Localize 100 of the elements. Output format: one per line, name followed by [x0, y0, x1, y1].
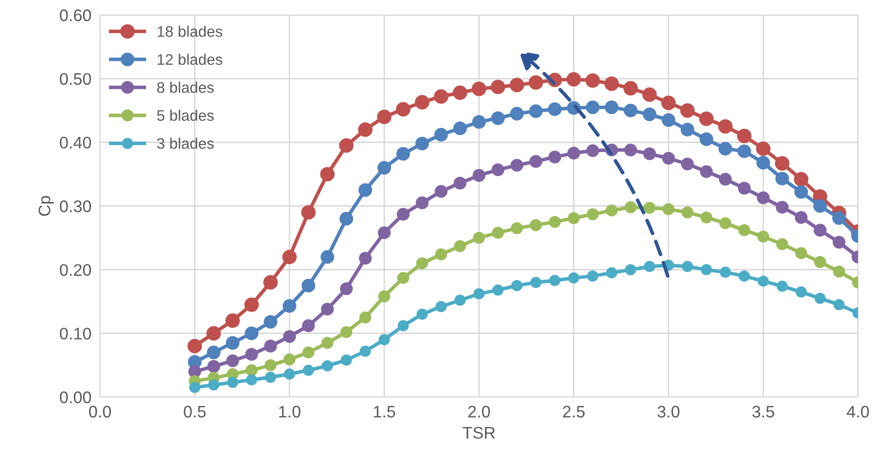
point — [662, 152, 675, 165]
x-tick-label: 0.0 — [89, 406, 111, 418]
point — [642, 87, 657, 102]
point — [283, 330, 296, 343]
point — [682, 260, 694, 272]
point — [282, 250, 297, 264]
point — [774, 156, 790, 171]
point — [264, 315, 278, 329]
point — [188, 338, 202, 354]
point — [302, 346, 314, 358]
y-axis-title: Cp — [38, 196, 54, 216]
point — [758, 276, 769, 287]
point — [794, 172, 808, 186]
point — [568, 272, 580, 284]
point — [434, 184, 448, 198]
point — [452, 85, 468, 100]
point — [510, 106, 524, 120]
point — [548, 102, 562, 116]
point — [756, 156, 770, 170]
point — [832, 236, 846, 249]
point — [206, 326, 221, 341]
point — [416, 257, 428, 270]
point — [492, 163, 504, 176]
point — [360, 346, 371, 357]
point — [813, 199, 827, 213]
y-tick-label: 0.50 — [60, 73, 92, 85]
point — [473, 288, 485, 300]
point — [453, 122, 467, 136]
point — [529, 104, 543, 118]
x-tick-label: 3.0 — [658, 406, 680, 418]
point — [284, 353, 296, 366]
point — [358, 183, 372, 197]
point — [700, 132, 714, 146]
point — [795, 247, 808, 260]
point — [244, 326, 258, 340]
point — [718, 172, 732, 186]
point — [472, 169, 486, 182]
point — [225, 313, 240, 328]
point — [208, 379, 220, 390]
point — [567, 146, 580, 160]
point — [320, 166, 335, 182]
point — [757, 230, 770, 243]
point — [606, 204, 618, 216]
point — [624, 201, 637, 214]
point — [643, 147, 656, 160]
point — [398, 320, 409, 332]
point — [340, 354, 352, 366]
point — [794, 211, 808, 224]
x-tick-label: 3.5 — [752, 406, 774, 418]
point — [528, 75, 544, 90]
point — [756, 141, 770, 156]
y-tick-label: 0.10 — [60, 328, 92, 340]
point — [814, 292, 826, 304]
point — [587, 270, 598, 282]
y-tick-label: 0.60 — [60, 9, 92, 22]
point — [642, 108, 656, 122]
point — [322, 360, 333, 372]
point — [436, 301, 447, 312]
point — [586, 208, 599, 220]
point — [833, 299, 845, 310]
point — [414, 95, 430, 110]
point — [340, 212, 354, 226]
legend-label: 8 blades — [157, 82, 214, 93]
point — [263, 275, 278, 290]
point — [435, 248, 448, 260]
point — [681, 206, 694, 218]
point — [680, 122, 694, 136]
point — [246, 364, 258, 376]
point — [738, 270, 750, 282]
point — [359, 311, 372, 324]
point — [226, 336, 240, 350]
point — [737, 128, 752, 144]
point — [434, 128, 448, 142]
point — [720, 266, 731, 278]
point — [416, 308, 428, 320]
point — [549, 274, 560, 286]
point — [246, 374, 258, 386]
point — [492, 226, 504, 239]
point — [700, 264, 712, 276]
point — [377, 160, 392, 175]
point — [624, 104, 638, 118]
point — [264, 359, 277, 372]
point — [226, 354, 240, 368]
point — [700, 211, 712, 224]
point — [339, 138, 354, 153]
point — [794, 185, 808, 199]
point — [776, 280, 788, 292]
point — [321, 302, 334, 316]
point — [530, 276, 542, 288]
legend-label: 12 blades — [158, 54, 222, 65]
y-tick-label: 0.20 — [60, 264, 92, 276]
point — [738, 182, 751, 195]
point — [718, 142, 732, 156]
point — [644, 202, 656, 214]
point — [492, 284, 504, 296]
point — [548, 216, 561, 228]
point — [814, 224, 826, 237]
point — [358, 122, 373, 137]
point — [397, 272, 410, 284]
point — [415, 136, 429, 150]
